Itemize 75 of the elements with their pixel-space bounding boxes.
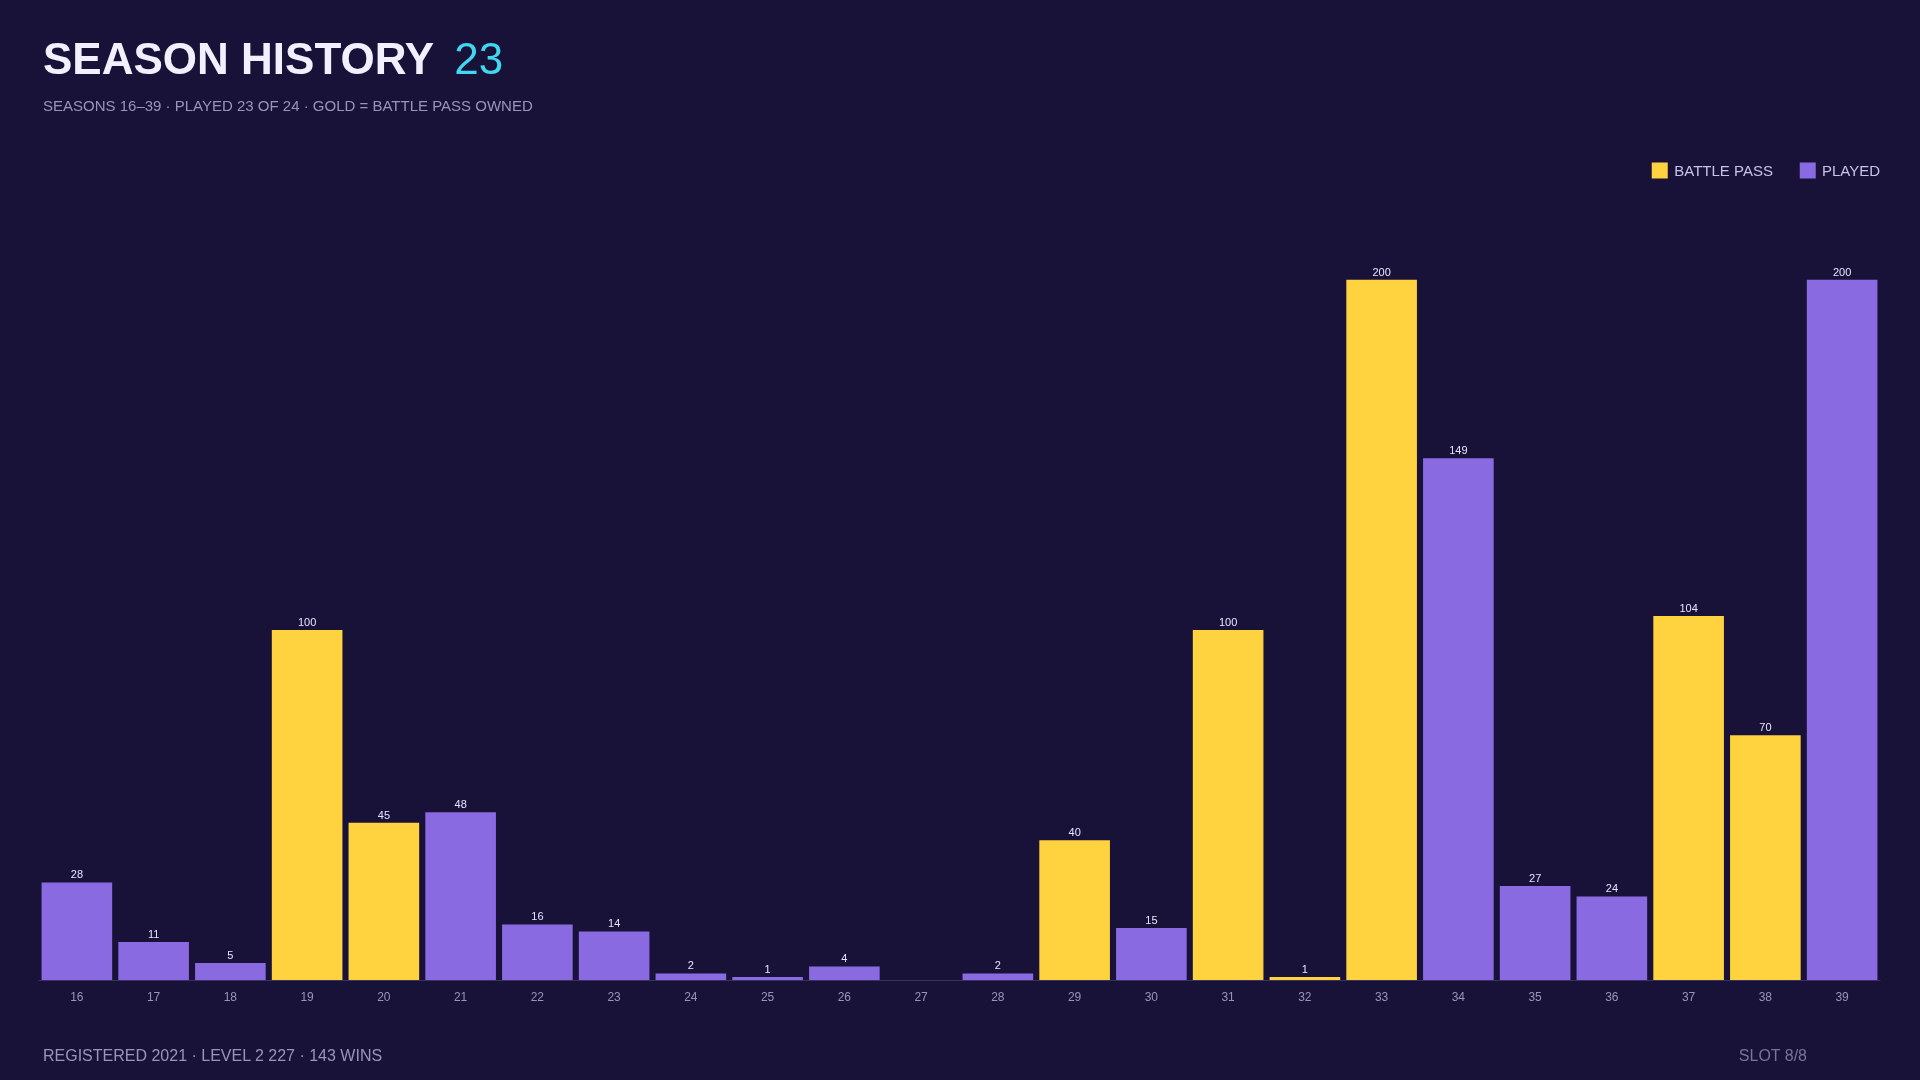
bar [1192, 630, 1264, 981]
bar [1116, 927, 1187, 981]
bar [1039, 840, 1110, 981]
data-label: 40 [1068, 826, 1081, 839]
chart-subtitle: SEASONS 16–39 · PLAYED 23 OF 24 · GOLD = BATTLE PASS OWNED [43, 96, 533, 116]
text: SLOT 8/8 [1738, 1046, 1807, 1066]
x-tick-label: 39 [1835, 989, 1850, 1004]
x-tick-label: 27 [914, 989, 929, 1004]
x-tick-label: 23 [607, 989, 622, 1004]
text: REGISTERED 2021 · LEVEL 2 227 · 143 WINS [43, 1046, 383, 1066]
data-label: 24 [1605, 882, 1619, 895]
bar [1499, 885, 1571, 981]
x-tick-label: 26 [837, 989, 852, 1004]
data-label: 48 [454, 798, 467, 811]
data-label: 14 [608, 917, 621, 930]
data-label: 70 [1759, 721, 1772, 734]
x-tick-label: 18 [223, 989, 238, 1004]
text: 23 [454, 34, 504, 83]
data-label: 1 [1301, 963, 1308, 975]
x-tick-label: 34 [1451, 989, 1466, 1004]
bar [809, 966, 880, 981]
x-tick-label: 37 [1681, 989, 1696, 1004]
bar [348, 822, 420, 981]
x-tick-label: 17 [146, 989, 161, 1004]
bar [502, 924, 573, 981]
x-tick-label: 19 [300, 989, 315, 1004]
data-label: 16 [531, 910, 544, 923]
bar [118, 941, 189, 981]
data-label: 200 [1832, 265, 1852, 278]
bar [962, 973, 1034, 981]
data-label: 27 [1529, 871, 1542, 884]
x-tick-label: 24 [684, 989, 698, 1004]
data-label: 149 [1449, 444, 1468, 457]
data-label: 104 [1679, 602, 1698, 615]
legend-label: BATTLE PASS [1674, 161, 1773, 179]
bar [1346, 279, 1417, 981]
bar [41, 882, 113, 981]
x-tick-label: 35 [1528, 989, 1543, 1004]
x-tick-label: 28 [991, 989, 1005, 1004]
data-label: 200 [1372, 265, 1391, 278]
bar [1730, 735, 1801, 981]
chart-title: SEASON HISTORY [43, 34, 435, 83]
data-label: 4 [841, 952, 848, 965]
bar [1806, 279, 1878, 981]
data-label: 1 [764, 963, 771, 975]
data-label: 100 [297, 616, 317, 629]
bar [1423, 458, 1494, 981]
bar [1576, 896, 1648, 981]
x-tick-label: 16 [70, 989, 84, 1004]
x-tick-label: 36 [1605, 989, 1619, 1004]
x-tick-label: 22 [530, 989, 545, 1004]
x-tick-label: 31 [1221, 989, 1236, 1004]
bar [655, 973, 727, 981]
data-label: 11 [147, 927, 160, 940]
x-tick-label: 29 [1067, 989, 1082, 1004]
data-label: 5 [227, 948, 234, 961]
data-label: 2 [994, 959, 1001, 972]
bar [425, 812, 496, 981]
bar [271, 630, 343, 981]
x-tick-label: 30 [1144, 989, 1159, 1004]
x-tick-label: 38 [1758, 989, 1773, 1004]
data-label: 28 [70, 868, 84, 881]
data-label: 15 [1145, 913, 1158, 926]
x-tick-label: 32 [1298, 989, 1312, 1004]
bar [578, 931, 650, 981]
x-tick-label: 21 [453, 989, 468, 1004]
bar [195, 962, 266, 981]
data-label: 100 [1218, 616, 1238, 629]
data-label: 45 [377, 808, 391, 821]
legend-label: PLAYED [1821, 161, 1880, 179]
data-label: 2 [687, 959, 694, 972]
x-tick-label: 33 [1374, 989, 1389, 1004]
bar [1653, 616, 1724, 981]
x-tick-label: 20 [377, 989, 391, 1004]
x-tick-label: 25 [760, 989, 775, 1004]
